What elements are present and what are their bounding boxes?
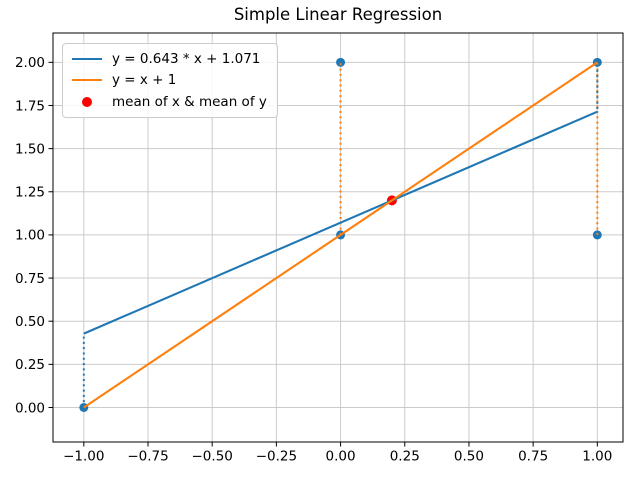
identity-line [83,61,598,409]
regression-line-swatch [72,57,102,60]
y-tick-label: 1.00 [15,228,45,244]
legend-entry-mean: mean of x & mean of y [72,91,267,113]
y-tick-label: 0.00 [15,400,45,416]
legend-label: y = 0.643 * x + 1.071 [112,50,261,67]
x-tick-label: 0.50 [454,449,484,465]
regression-line [83,110,598,335]
legend-entry-identity: y = x + 1 [72,70,267,92]
legend-handle [72,79,102,82]
x-tick-label: 0.00 [326,449,356,465]
y-tick-label: 1.75 [15,98,45,114]
legend: y = 0.643 * x + 1.071 y = x + 1 mean of … [62,43,278,118]
y-tick-label: 1.25 [15,185,45,201]
x-tick-label: −1.00 [63,449,104,465]
x-tick-label: 0.75 [518,449,548,465]
y-tick-label: 2.00 [15,55,45,71]
identity-line-swatch [72,79,102,82]
x-tick-label: −0.50 [192,449,233,465]
legend-handle [72,57,102,60]
x-tick-label: −0.75 [127,449,168,465]
legend-handle [72,96,102,107]
data-point [336,57,346,67]
y-tick-label: 0.25 [15,357,45,373]
legend-entry-regression: y = 0.643 * x + 1.071 [72,48,267,70]
y-tick-label: 0.75 [15,271,45,287]
x-tick-label: 0.25 [390,449,420,465]
axes-spines [52,32,624,443]
mean-point-swatch [82,96,92,107]
legend-label: y = x + 1 [112,72,177,89]
y-tick-label: 0.50 [15,314,45,330]
y-tick-label: 1.50 [15,141,45,157]
x-tick-label: −0.25 [256,449,297,465]
x-tick-label: 1.00 [582,449,612,465]
chart-title: Simple Linear Regression [233,5,443,24]
legend-label: mean of x & mean of y [112,93,267,110]
